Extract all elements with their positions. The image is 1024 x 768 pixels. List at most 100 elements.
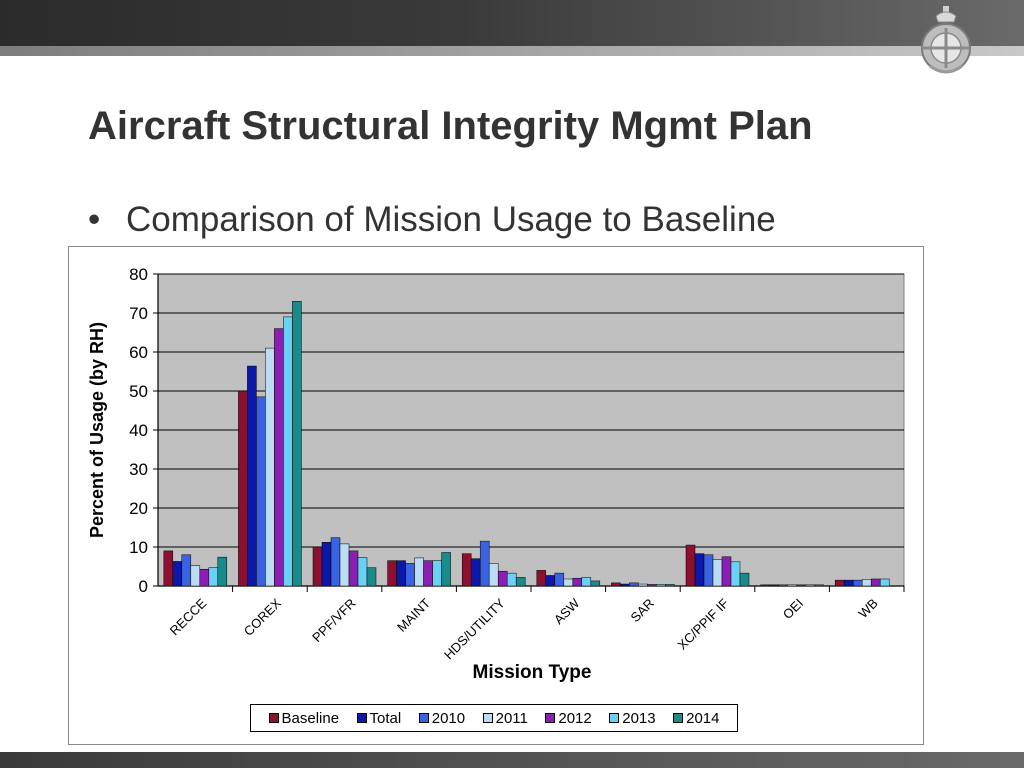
y-tick-label: 70 [129, 304, 148, 323]
bar-2012 [647, 584, 657, 587]
legend-item: 2012 [545, 709, 592, 727]
slide-title: Aircraft Structural Integrity Mgmt Plan [88, 104, 813, 148]
legend-label: Baseline [281, 709, 340, 727]
x-tick-label: MAINT [394, 595, 433, 634]
x-tick-label: PPF/VFR [309, 596, 358, 645]
x-tick-label: ASW [551, 595, 583, 627]
crest-emblem-icon [921, 6, 971, 74]
bar-total [470, 558, 481, 587]
bar-2012 [274, 328, 284, 587]
bar-2011 [861, 579, 872, 587]
bar-2010 [479, 540, 490, 587]
bar-2012 [348, 550, 359, 587]
legend-label: 2010 [431, 709, 466, 727]
legend-item: Total [356, 710, 401, 727]
y-tick-label: 80 [129, 265, 148, 284]
legend-label: 2011 [495, 709, 528, 727]
y-tick-label: 0 [139, 577, 148, 596]
bar-baseline [163, 550, 174, 587]
bar-baseline [611, 582, 621, 587]
bar-2013 [208, 567, 219, 587]
bar-total [396, 560, 406, 587]
chart-legend: Baseline Total 2010 2011 2012 2013 2014 [250, 704, 738, 732]
bar-2011 [787, 584, 797, 587]
header-stripe [0, 46, 1024, 56]
legend-swatch [673, 713, 684, 723]
legend-label: 2013 [622, 709, 656, 727]
bar-2011 [712, 559, 723, 587]
y-tick-label: 10 [129, 538, 148, 557]
bar-baseline [536, 570, 547, 587]
bar-2014 [366, 567, 377, 587]
x-axis-title: Mission Type [473, 662, 592, 683]
bar-2010 [330, 537, 341, 587]
legend-swatch [356, 713, 367, 723]
bar-2010 [852, 579, 863, 587]
x-tick-label: RECCE [167, 595, 210, 638]
bar-total [694, 553, 705, 587]
x-tick-label: COREX [241, 595, 285, 639]
bar-2013 [506, 572, 517, 587]
bar-2010 [405, 563, 415, 587]
bar-total [172, 561, 183, 587]
bar-total [247, 365, 257, 587]
legend-item: Baseline [268, 709, 340, 727]
bar-total [620, 583, 630, 587]
bar-2011 [488, 563, 499, 587]
bar-2013 [805, 584, 815, 587]
bar-2014 [441, 552, 451, 587]
bar-2012 [721, 556, 732, 587]
y-tick-label: 30 [129, 460, 148, 479]
bar-2010 [554, 572, 565, 587]
bar-2013 [432, 560, 442, 587]
y-tick-label: 50 [129, 382, 148, 401]
bar-2013 [357, 557, 368, 587]
bar-2014 [814, 584, 824, 587]
footer-band [0, 752, 1024, 768]
bar-2010 [181, 554, 192, 587]
bar-2014 [217, 556, 228, 587]
bar-2012 [572, 577, 583, 587]
bar-2011 [190, 565, 201, 587]
bar-2013 [581, 577, 592, 587]
bar-2012 [423, 560, 433, 587]
legend-swatch [482, 713, 493, 723]
bar-2011 [265, 347, 275, 587]
header-band [0, 0, 1024, 46]
y-tick-label: 40 [129, 421, 148, 440]
bullet-point: • Comparison of Mission Usage to Baseline [88, 200, 776, 240]
bar-baseline [312, 546, 323, 587]
bar-2012 [199, 568, 210, 587]
legend-swatch [268, 713, 279, 723]
x-tick-label: OEI [780, 596, 806, 622]
bar-baseline [461, 553, 472, 587]
y-tick-label: 20 [129, 499, 148, 518]
bar-2014 [739, 572, 750, 587]
bar-2011 [563, 578, 574, 587]
bar-baseline [238, 390, 248, 587]
bar-2010 [629, 582, 639, 587]
legend-label: 2012 [558, 709, 592, 727]
x-tick-label: HDS/UTILITY [441, 595, 508, 662]
legend-label: 2014 [686, 709, 720, 727]
bar-2010 [256, 396, 266, 587]
x-tick-label: SAR [628, 596, 658, 626]
bar-baseline [760, 584, 770, 587]
bar-2014 [590, 580, 601, 587]
bar-2010 [778, 584, 788, 587]
legend-swatch [418, 713, 429, 723]
bullet-text: Comparison of Mission Usage to Baseline [126, 200, 776, 239]
bar-2012 [497, 570, 508, 587]
bar-total [769, 584, 779, 587]
bar-2013 [730, 561, 741, 587]
bar-2012 [796, 584, 806, 587]
x-tick-label: WB [855, 596, 880, 621]
bar-2013 [879, 578, 890, 587]
bar-total [545, 575, 556, 587]
bar-baseline [685, 544, 696, 587]
bar-2011 [339, 543, 350, 587]
legend-item: 2013 [609, 709, 656, 727]
bar-2014 [515, 577, 526, 587]
bar-2010 [703, 554, 714, 587]
